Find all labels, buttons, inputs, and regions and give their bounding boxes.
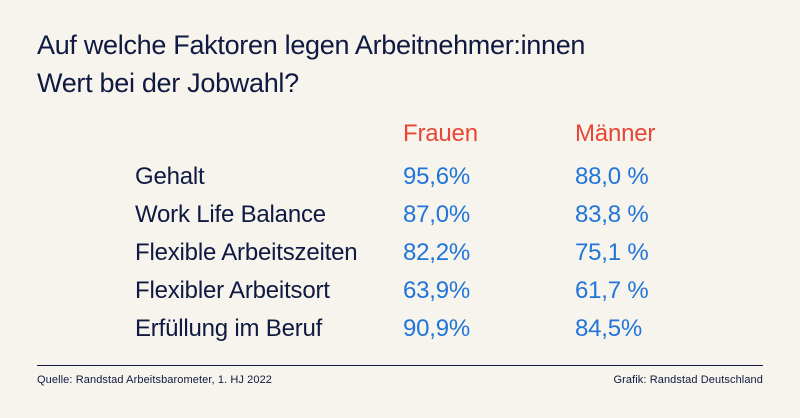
title-line-1: Auf welche Faktoren legen Arbeitnehmer:i… — [37, 30, 586, 60]
row-label: Work Life Balance — [135, 201, 326, 228]
value-frauen: 63,9% — [403, 277, 471, 304]
page-title: Auf welche Faktoren legen Arbeitnehmer:i… — [37, 26, 585, 102]
value-maenner: 75,1 % — [575, 239, 649, 266]
row-label: Flexible Arbeitszeiten — [135, 239, 358, 266]
title-line-2: Wert bei der Jobwahl? — [37, 68, 299, 98]
value-frauen: 87,0% — [403, 201, 471, 228]
value-maenner: 83,8 % — [575, 201, 649, 228]
column-header-maenner: Männer — [575, 120, 656, 147]
value-maenner: 88,0 % — [575, 163, 649, 190]
column-header-frauen: Frauen — [403, 120, 478, 147]
factors-table: Frauen Männer Gehalt 95,6% 88,0 % Work L… — [135, 120, 765, 353]
value-maenner: 84,5% — [575, 315, 643, 342]
row-label: Gehalt — [135, 163, 205, 190]
footer-divider — [37, 365, 763, 366]
header-spacer — [135, 120, 403, 163]
value-frauen: 95,6% — [403, 163, 471, 190]
row-label: Flexibler Arbeitsort — [135, 277, 330, 304]
value-frauen: 90,9% — [403, 315, 471, 342]
graphic-credit: Grafik: Randstad Deutschland — [613, 374, 763, 386]
value-maenner: 61,7 % — [575, 277, 649, 304]
source-credit: Quelle: Randstad Arbeitsbarometer, 1. HJ… — [37, 374, 273, 386]
row-label: Erfüllung im Beruf — [135, 315, 323, 342]
value-frauen: 82,2% — [403, 239, 471, 266]
footer: Quelle: Randstad Arbeitsbarometer, 1. HJ… — [37, 373, 763, 387]
